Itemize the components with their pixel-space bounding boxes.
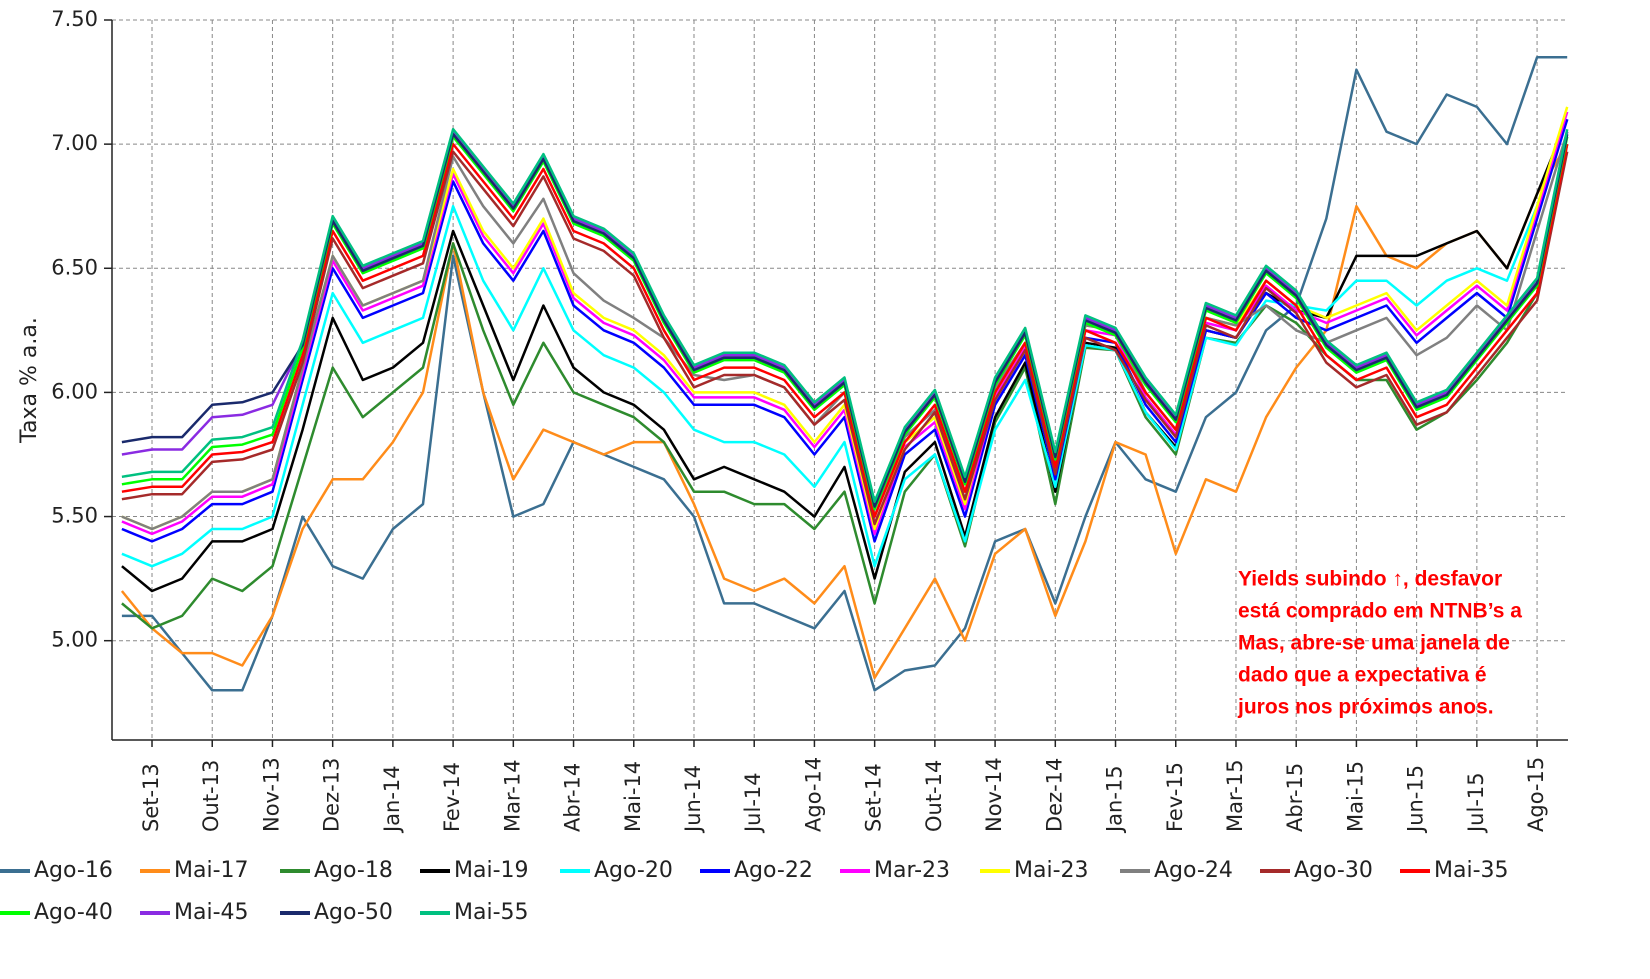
y-tick-label: 5.00 (51, 628, 98, 652)
y-tick-label: 5.50 (51, 504, 98, 528)
legend-label: Mai-55 (454, 900, 529, 925)
legend-label: Ago-40 (34, 900, 113, 925)
legend-label: Ago-30 (1294, 858, 1373, 883)
legend-label: Ago-22 (734, 858, 813, 883)
y-tick-label: 6.50 (51, 255, 98, 279)
legend-label: Ago-50 (314, 900, 393, 925)
x-tick-label: Mai-15 (1343, 761, 1367, 832)
legend-label: Mai-23 (1014, 858, 1089, 883)
x-tick-label: Out-13 (199, 760, 223, 832)
x-tick-label: Jan-14 (380, 765, 404, 834)
legend-label: Mai-35 (1434, 858, 1509, 883)
x-tick-label: Jul-15 (1464, 772, 1488, 834)
x-tick-label: Abr-14 (561, 763, 585, 832)
series-line (121, 55, 1568, 692)
series-line (121, 118, 1569, 593)
legend-label: Ago-18 (314, 858, 393, 883)
x-tick-label: Mai-14 (621, 761, 645, 832)
annotation-text: juros nos próximos anos. (1237, 696, 1494, 719)
x-tick-label: Set-13 (139, 763, 163, 832)
x-tick-label: Set-14 (862, 763, 886, 832)
legend-label: Mai-19 (454, 858, 529, 883)
x-tick-label: Ago-15 (1524, 757, 1548, 832)
x-tick-label: Mar-14 (500, 759, 524, 832)
legend-label: Mar-23 (874, 858, 950, 883)
x-tick-label: Dez-13 (320, 758, 344, 832)
annotation-text: está comprado em NTNB’s a (1238, 600, 1522, 623)
legend-label: Ago-20 (594, 858, 673, 883)
series-line (121, 135, 1569, 511)
legend-label: Mai-45 (174, 900, 249, 925)
legend-label: Mai-17 (174, 858, 249, 883)
x-tick-label: Ago-14 (801, 757, 825, 832)
x-tick-label: Dez-14 (1042, 758, 1066, 832)
x-tick-label: Fev-15 (1163, 762, 1187, 832)
x-tick-label: Jun-15 (1404, 765, 1428, 834)
y-axis-label: Taxa % a.a. (17, 317, 42, 444)
series-line (121, 118, 1569, 568)
y-tick-label: 7.00 (51, 131, 98, 155)
series-line (121, 142, 1569, 518)
annotation-text: Mas, abre-se uma janela de (1238, 632, 1510, 655)
series-line (121, 130, 1569, 506)
x-tick-label: Nov-13 (259, 757, 283, 832)
x-tick-label: Nov-14 (982, 757, 1006, 832)
x-tick-label: Jan-15 (1103, 765, 1127, 834)
x-tick-label: Fev-14 (440, 762, 464, 832)
x-tick-label: Abr-15 (1283, 763, 1307, 832)
series-line (121, 150, 1569, 526)
legend-label: Ago-16 (34, 858, 113, 883)
x-tick-label: Out-14 (922, 760, 946, 832)
series-line (121, 127, 1569, 503)
x-tick-label: Jun-14 (681, 765, 705, 834)
y-tick-label: 7.50 (51, 7, 98, 31)
annotation-text: dado que a expectativa é (1238, 664, 1487, 687)
x-tick-label: Jul-14 (741, 772, 765, 834)
annotation-text: Yields subindo ↑, desfavor (1238, 568, 1502, 591)
series-line (121, 118, 1569, 543)
legend-label: Ago-24 (1154, 858, 1233, 883)
x-tick-label: Mar-15 (1223, 759, 1247, 832)
y-tick-label: 6.00 (51, 379, 98, 403)
